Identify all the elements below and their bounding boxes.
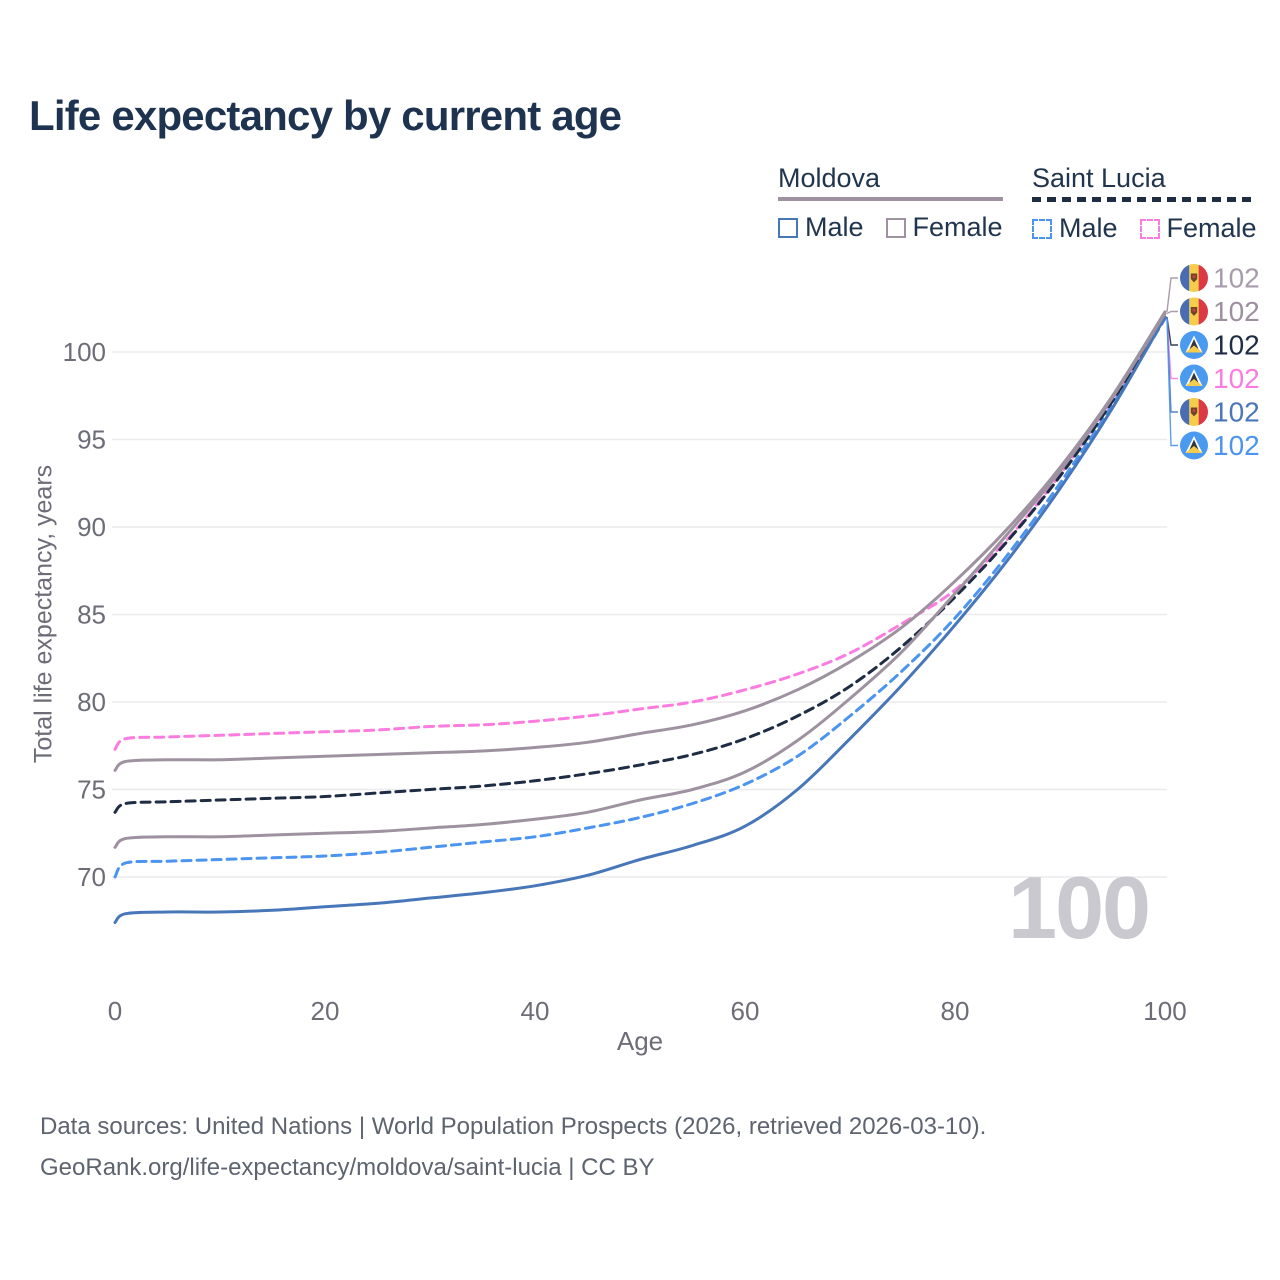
y-axis-title: Total life expectancy, years	[29, 464, 58, 764]
end-label-value-moldova-female: 102	[1213, 263, 1260, 294]
flag-icon-saint-lucia	[1180, 431, 1208, 460]
footer-data-sources: Data sources: United Nations | World Pop…	[40, 1113, 987, 1140]
series-line-saint-lucia-female	[113, 315, 1167, 751]
y-tick-label-75: 75	[77, 775, 106, 805]
legend-label-moldova-male: Male	[805, 212, 864, 242]
end-label-leader-saint-lucia-male	[1166, 318, 1178, 447]
legend-item-saint-lucia-female[interactable]: Female	[1139, 213, 1257, 244]
end-label-moldova-male: 102	[1180, 397, 1260, 428]
y-tick-label-85: 85	[77, 600, 106, 630]
end-label-value-moldova-total: 102	[1213, 296, 1260, 327]
legend-country-saint-lucia-label: Saint Lucia	[1032, 163, 1166, 193]
footer-url: GeoRank.org/life-expectancy/moldova/sain…	[40, 1154, 655, 1181]
footer-attribution: Data sources: United Nations | World Pop…	[40, 1106, 986, 1188]
series-line-moldova-total	[113, 312, 1167, 849]
legend-label-moldova-female: Female	[912, 212, 1003, 242]
legend-swatch-moldova-male	[778, 217, 798, 238]
end-label-value-saint-lucia-female: 102	[1213, 363, 1260, 394]
end-label-leader-saint-lucia-total	[1166, 316, 1178, 346]
legend-swatch-saint-lucia-male	[1032, 218, 1052, 239]
x-tick-label-100: 100	[1143, 996, 1186, 1026]
end-label-saint-lucia-female: 102	[1180, 363, 1260, 394]
x-tick-label-60: 60	[731, 996, 760, 1026]
legend-group-moldova: Moldova Male Female	[778, 163, 1003, 243]
end-label-value-moldova-male: 102	[1213, 397, 1260, 428]
flag-icon-moldova	[1180, 264, 1208, 292]
x-axis-title: Age	[616, 1026, 664, 1056]
legend-swatch-saint-lucia-female	[1139, 218, 1160, 239]
end-label-value-saint-lucia-total: 102	[1213, 330, 1260, 361]
flag-icon-moldova	[1180, 398, 1208, 426]
flag-icon-saint-lucia	[1180, 331, 1208, 359]
flag-icon-saint-lucia	[1180, 364, 1208, 393]
y-tick-label-90: 90	[77, 512, 106, 542]
x-tick-label-80: 80	[941, 996, 970, 1026]
end-label-moldova-total: 102	[1180, 296, 1260, 327]
series-line-moldova-male	[113, 315, 1167, 924]
legend-country-moldova-label: Moldova	[778, 163, 881, 193]
page-title: Life expectancy by current age	[29, 92, 622, 139]
x-tick-label-0: 0	[108, 996, 122, 1026]
legend-item-moldova-male[interactable]: Male	[778, 212, 864, 243]
legend-item-moldova-female[interactable]: Female	[885, 212, 1003, 243]
end-label-moldova-female: 102	[1180, 263, 1260, 294]
end-label-saint-lucia-male: 102	[1180, 430, 1260, 461]
legend-label-saint-lucia-male: Male	[1059, 213, 1118, 243]
legend-label-saint-lucia-female: Female	[1166, 213, 1257, 243]
end-label-saint-lucia-total: 102	[1180, 330, 1260, 361]
y-tick-label-100: 100	[63, 337, 106, 367]
legend-swatch-moldova-female	[885, 217, 906, 238]
end-label-value-saint-lucia-male: 102	[1213, 430, 1260, 461]
y-tick-label-95: 95	[77, 425, 106, 455]
series-line-saint-lucia-total	[113, 315, 1167, 814]
series-line-saint-lucia-male	[113, 317, 1167, 879]
y-tick-label-80: 80	[77, 687, 106, 717]
x-tick-label-20: 20	[311, 996, 340, 1026]
legend-group-saint-lucia: Saint Lucia Male Female	[1032, 163, 1257, 244]
end-label-leader-moldova-total	[1166, 310, 1178, 315]
legend-item-saint-lucia-male[interactable]: Male	[1032, 213, 1118, 244]
x-tick-label-40: 40	[521, 996, 550, 1026]
age-counter-watermark: 100	[1008, 858, 1151, 957]
legend-moldova-line-swatch	[778, 197, 1003, 201]
y-tick-label-70: 70	[77, 862, 106, 892]
series-line-moldova-female	[113, 310, 1167, 772]
legend-saint-lucia-line-swatch	[1032, 197, 1257, 202]
end-label-leader-moldova-female	[1166, 277, 1178, 312]
flag-icon-moldova	[1180, 297, 1208, 326]
